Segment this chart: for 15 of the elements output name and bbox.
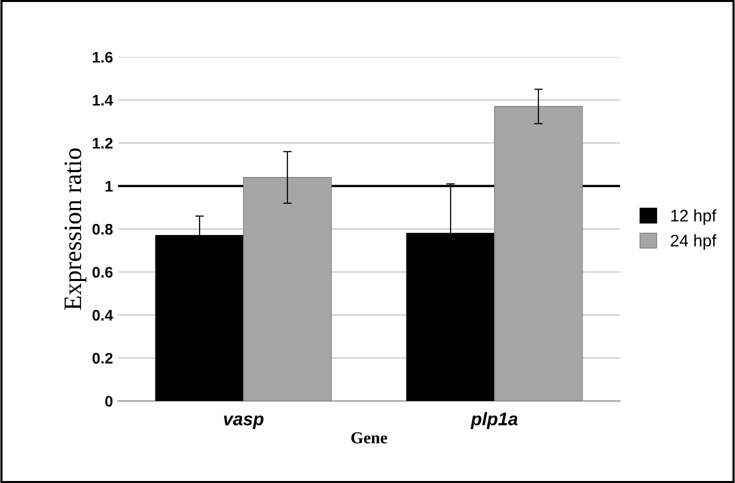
y-tick-label: 0.4 [92,310,114,321]
x-axis-title: Gene [351,432,388,444]
x-tick-label: plp1a [470,412,518,429]
y-tick-label: 1.6 [92,52,113,63]
y-tick-label: 1.2 [92,138,113,149]
y-tick-label: 1 [106,181,113,192]
legend-label: 12 hpf [671,209,716,225]
y-axis-title: Expression ratio [64,148,86,310]
y-tick-label: 1.4 [92,95,114,106]
legend-label: 24 hpf [670,234,716,250]
y-tick-label: 0 [105,396,113,407]
y-tick-label: 0.2 [92,352,113,364]
y-tick-label: 0.6 [92,266,113,278]
x-tick-label: vasp [224,415,264,429]
y-tick-label: 0.8 [92,224,113,235]
